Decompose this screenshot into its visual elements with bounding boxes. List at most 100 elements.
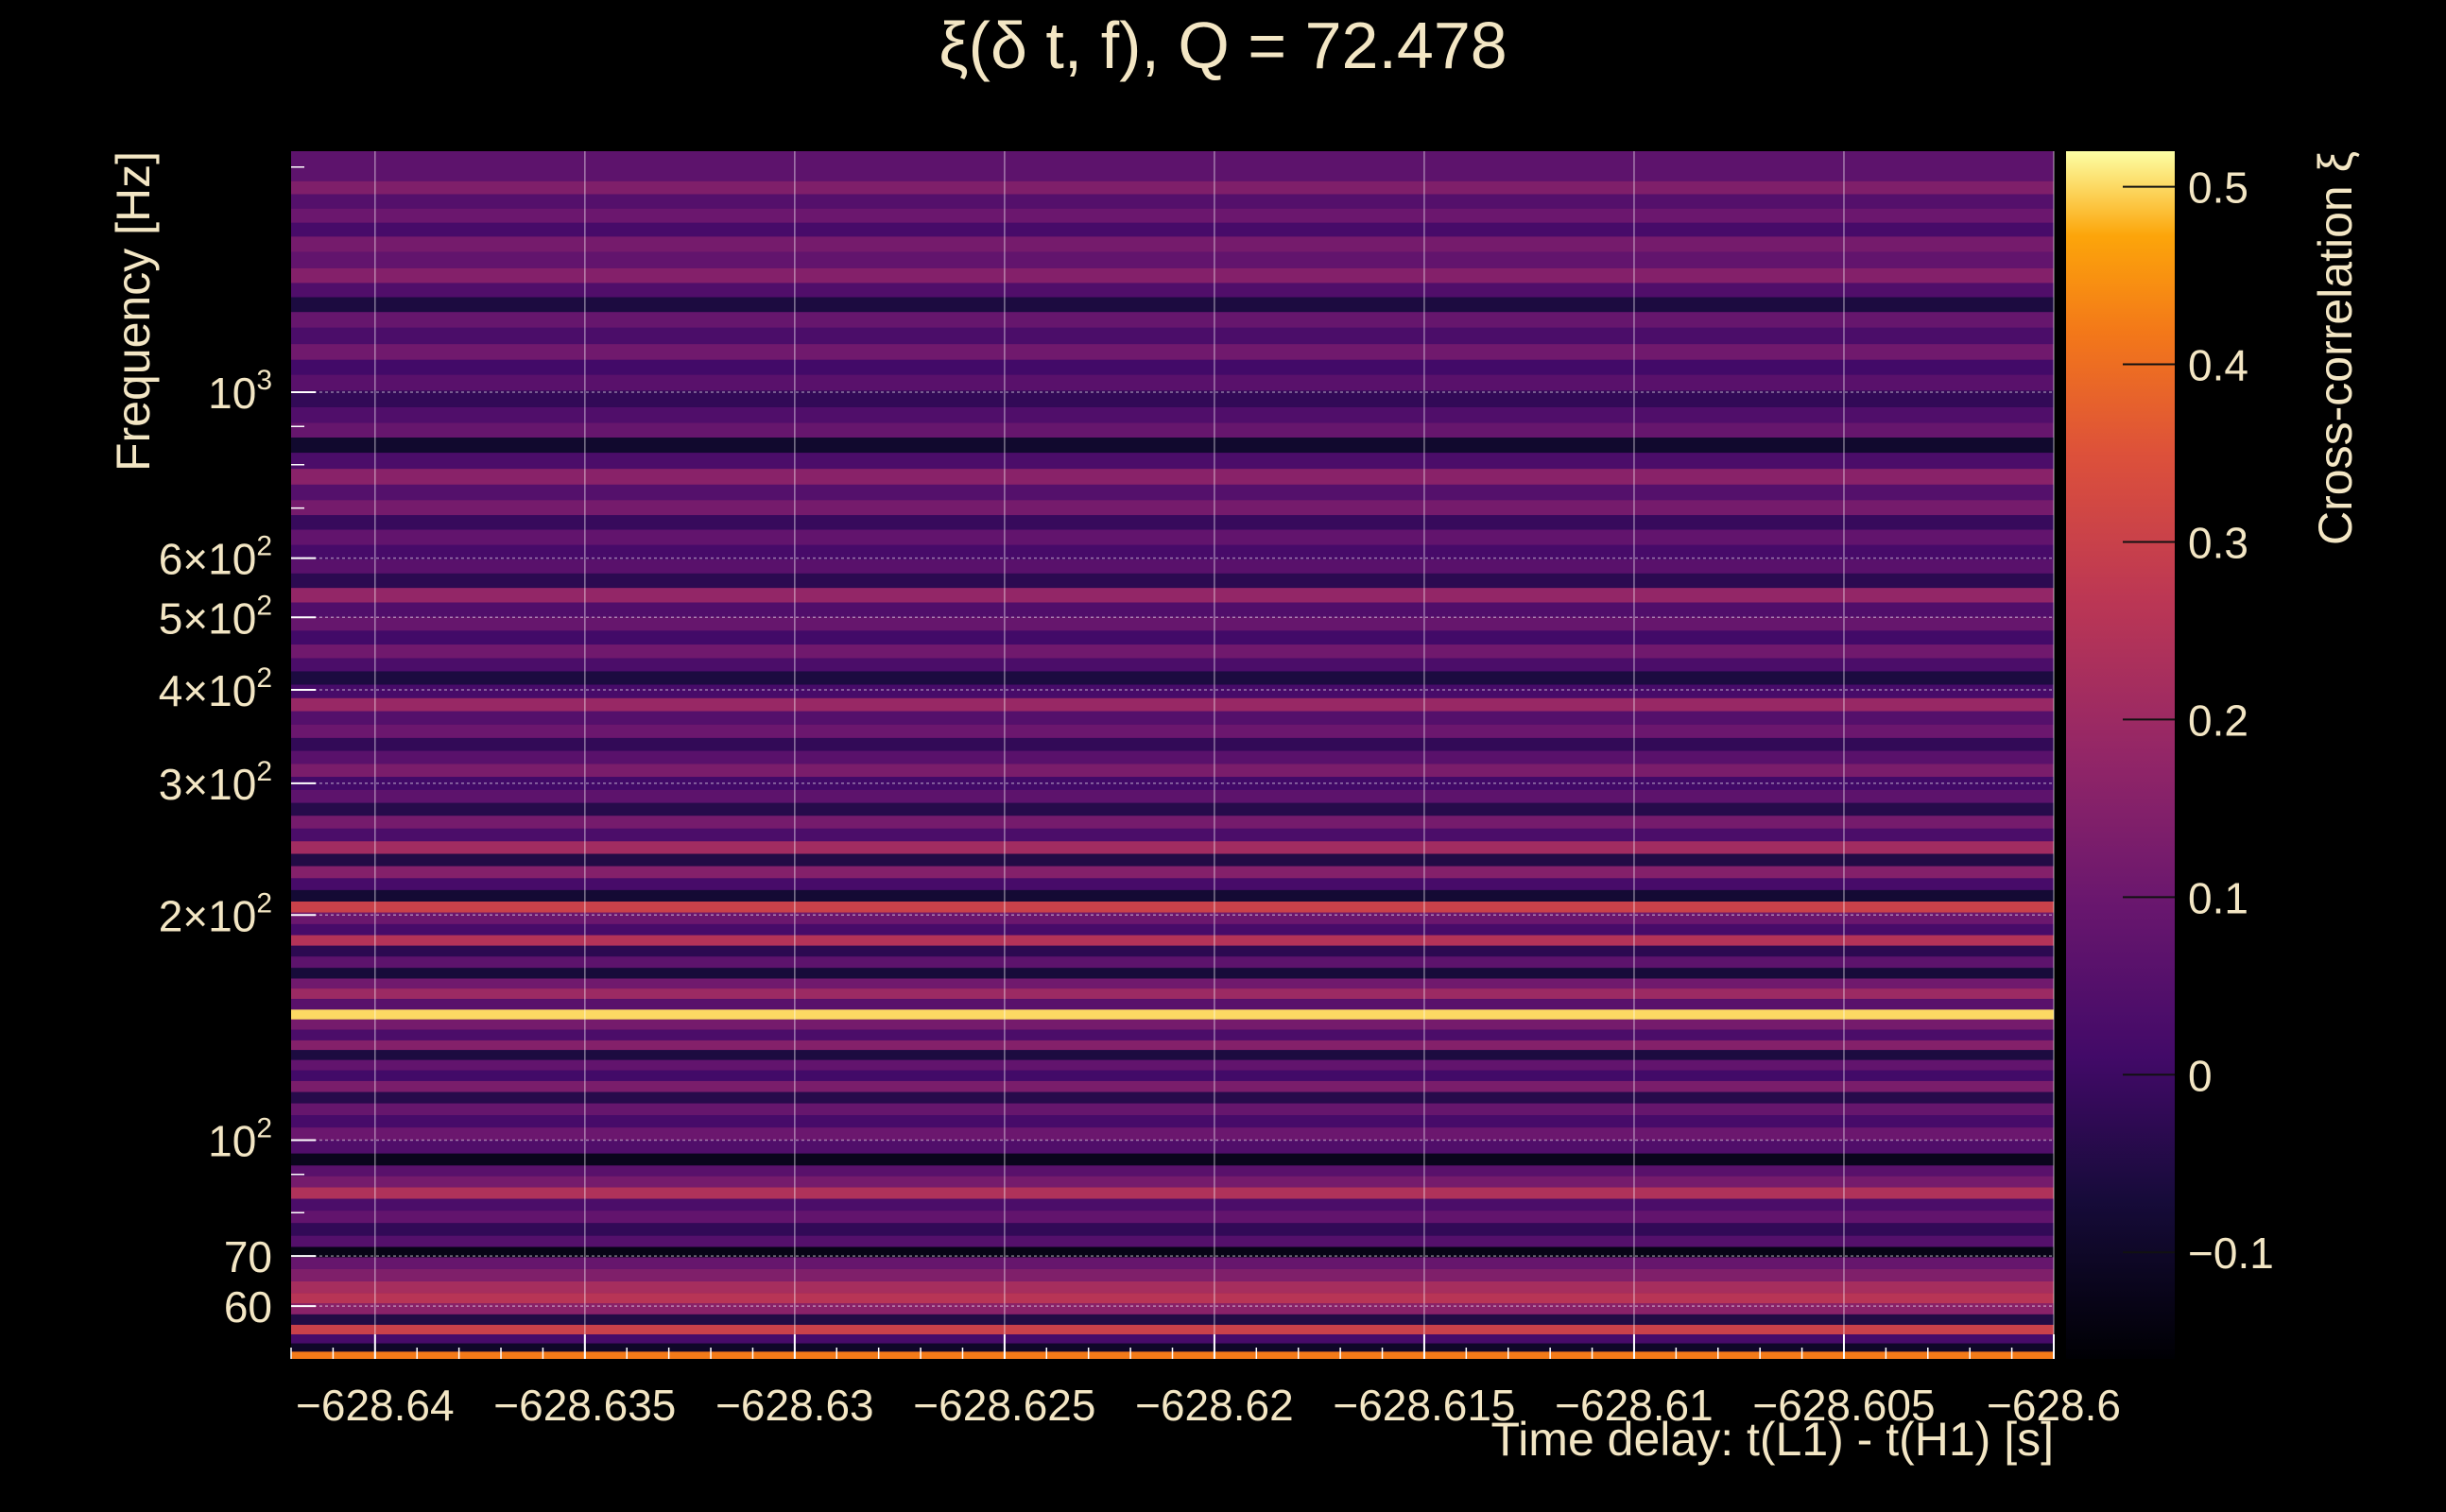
- y-tick-label: 6×102: [159, 531, 272, 584]
- heatmap-band: [291, 390, 2054, 407]
- heatmap-band: [291, 658, 2054, 672]
- heatmap-band: [291, 297, 2054, 313]
- heatmap-band: [291, 1211, 2054, 1224]
- heatmap-band: [291, 866, 2054, 879]
- heatmap-band: [291, 1198, 2054, 1211]
- heatmap-band: [291, 671, 2054, 685]
- heatmap-band: [291, 283, 2054, 298]
- heatmap-band: [291, 853, 2054, 867]
- heatmap-band: [291, 777, 2054, 790]
- heatmap-band: [291, 644, 2054, 659]
- colorbar-tick-label: 0.1: [2188, 873, 2248, 922]
- heatmap-band: [291, 500, 2054, 516]
- heatmap-band: [291, 544, 2054, 560]
- colorbar: −0.1 0 0.1 0.2 0.3 0.4 0.5: [2066, 151, 2274, 1359]
- heatmap-band: [291, 312, 2054, 328]
- heatmap-bands: [291, 151, 2054, 1359]
- heatmap-band: [291, 1268, 2054, 1282]
- heatmap-band: [291, 684, 2054, 698]
- heatmap-band: [291, 697, 2054, 712]
- heatmap-band: [291, 1165, 2054, 1177]
- heatmap-band: [291, 889, 2054, 902]
- heatmap-band: [291, 956, 2054, 969]
- heatmap-band: [291, 222, 2054, 237]
- heatmap-band: [291, 968, 2054, 979]
- heatmap-band: [291, 559, 2054, 574]
- heatmap-band: [291, 374, 2054, 391]
- y-tick-label: 60: [224, 1282, 272, 1332]
- y-tick-label: 3×102: [159, 756, 272, 809]
- x-tick-label: −628.63: [715, 1381, 874, 1430]
- heatmap-band: [291, 1059, 2054, 1071]
- heatmap-band: [291, 437, 2054, 454]
- x-tick-label: −628.6: [1987, 1381, 2121, 1430]
- y-tick-label: 70: [224, 1232, 272, 1281]
- y-tick-label: 4×102: [159, 662, 272, 715]
- heatmap-band: [291, 1293, 2054, 1304]
- y-axis-label: Frequency [Hz]: [107, 151, 160, 472]
- heatmap-band: [291, 344, 2054, 360]
- heatmap-band: [291, 1176, 2054, 1188]
- colorbar-tick-label: 0.5: [2188, 163, 2248, 213]
- y-tick-label: 102: [208, 1113, 272, 1166]
- x-axis: −628.64 −628.635 −628.63 −628.625 −628.62 −62…: [290, 1334, 2121, 1430]
- heatmap-band: [291, 935, 2054, 946]
- heatmap-band: [291, 1303, 2054, 1314]
- heatmap-band: [291, 529, 2054, 545]
- y-tick-label: 2×102: [159, 887, 272, 940]
- heatmap-band: [291, 978, 2054, 989]
- x-tick-label: −628.635: [493, 1381, 676, 1430]
- x-tick-label: −628.615: [1333, 1381, 1515, 1430]
- heatmap-band: [291, 1103, 2054, 1116]
- colorbar-gradient: [2066, 151, 2175, 1359]
- colorbar-tick-label: −0.1: [2188, 1228, 2274, 1278]
- heatmap-band: [291, 1187, 2054, 1199]
- heatmap-band: [291, 422, 2054, 438]
- heatmap-band: [291, 208, 2054, 223]
- heatmap-band: [291, 999, 2054, 1010]
- grid-lines: [291, 151, 2055, 1359]
- heatmap-band: [291, 453, 2054, 470]
- x-tick-label: −628.64: [296, 1381, 455, 1430]
- heatmap-band: [291, 602, 2054, 617]
- heatmap-band: [291, 1334, 2054, 1344]
- heatmap-band: [291, 1343, 2054, 1352]
- heatmap-band: [291, 828, 2054, 842]
- colorbar-ticks: −0.1 0 0.1 0.2 0.3 0.4 0.5: [2123, 163, 2274, 1278]
- heatmap-band: [291, 737, 2054, 751]
- heatmap-band: [291, 1019, 2054, 1030]
- heatmap-band: [291, 1050, 2054, 1060]
- heatmap-band: [291, 194, 2054, 209]
- heatmap-band: [291, 816, 2054, 829]
- heatmap-band: [291, 841, 2054, 854]
- heatmap-band: [291, 711, 2054, 725]
- heatmap-band: [291, 923, 2054, 936]
- heatmap-band: [291, 750, 2054, 765]
- x-tick-label: −628.625: [913, 1381, 1095, 1430]
- heatmap-band: [291, 267, 2054, 284]
- y-tick-label: 5×102: [159, 590, 272, 643]
- heatmap-band: [291, 588, 2054, 603]
- colorbar-tick-label: 0.2: [2188, 696, 2248, 745]
- heatmap-band: [291, 236, 2054, 252]
- heatmap-band: [291, 1070, 2054, 1081]
- x-tick-label: −628.62: [1135, 1381, 1294, 1430]
- heatmap-band: [291, 1223, 2054, 1236]
- heatmap-band: [291, 1091, 2054, 1104]
- heatmap-band: [291, 630, 2054, 645]
- heatmap-band: [291, 912, 2054, 924]
- heatmap-band: [291, 764, 2054, 778]
- heatmap-band: [291, 151, 2054, 181]
- heatmap-band: [291, 1080, 2054, 1092]
- y-tick-label: 103: [208, 365, 272, 418]
- heatmap-band: [291, 902, 2054, 913]
- heatmap-band: [291, 878, 2054, 890]
- heatmap-band: [291, 469, 2054, 485]
- x-tick-label: −628.605: [1752, 1381, 1935, 1430]
- heatmap-band: [291, 406, 2054, 423]
- heatmap-band: [291, 789, 2054, 803]
- x-axis-label: Time delay: t(L1) - t(H1) [s]: [1491, 1413, 2054, 1466]
- colorbar-tick-label: 0.4: [2188, 341, 2248, 390]
